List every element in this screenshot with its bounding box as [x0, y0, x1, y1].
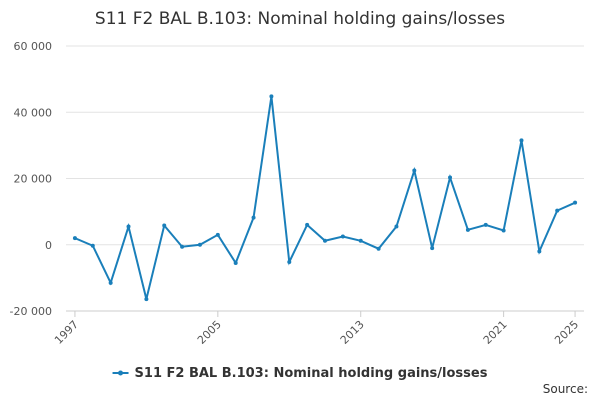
point [287, 259, 292, 264]
point [144, 297, 149, 302]
point [358, 238, 363, 243]
point [180, 244, 185, 249]
point [376, 246, 381, 251]
point [269, 94, 274, 99]
point [573, 200, 578, 205]
point [90, 243, 95, 248]
point [430, 246, 435, 251]
point [108, 280, 113, 285]
point [555, 208, 560, 213]
x-tick-label: 2021 [481, 318, 510, 347]
point [340, 234, 345, 239]
point [162, 223, 167, 228]
source: Source: [543, 382, 588, 396]
point [465, 227, 470, 232]
y-tick-label: 60 000 [14, 40, 53, 53]
series-line [74, 96, 576, 300]
point [519, 138, 524, 143]
point [412, 168, 417, 173]
point [501, 228, 506, 233]
y-tick-label: -20 000 [10, 305, 52, 318]
legend-label: S11 F2 BAL B.103: Nominal holding gains/… [135, 366, 488, 381]
x-tick-label: 1997 [52, 318, 81, 347]
point [305, 222, 310, 227]
point [215, 232, 220, 237]
point [72, 236, 77, 241]
y-tick-label: 40 000 [14, 106, 53, 119]
y-tick-label: 0 [45, 239, 52, 252]
point [483, 222, 488, 227]
x-tick-label: 2013 [338, 318, 367, 347]
point [537, 249, 542, 254]
point [126, 224, 131, 229]
point [323, 238, 327, 243]
point [233, 260, 238, 265]
legend-marker [118, 370, 124, 376]
point [197, 242, 202, 247]
point [394, 224, 399, 229]
point [448, 175, 453, 180]
chart-title: S11 F2 BAL B.103: Nominal holding gains/… [95, 9, 505, 29]
y-tick-label: 20 000 [14, 173, 53, 186]
x-tick-label: 2025 [552, 318, 581, 347]
x-tick-label: 2005 [195, 318, 224, 347]
point [251, 215, 256, 220]
